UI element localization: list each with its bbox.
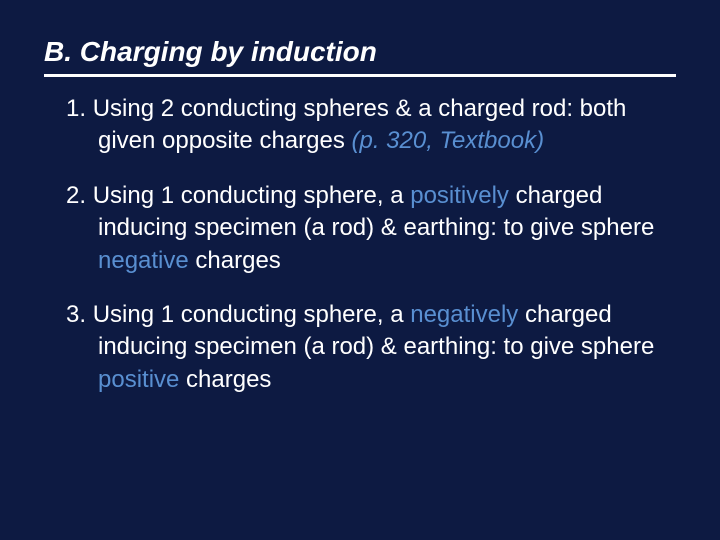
list-item: 3. Using 1 conducting sphere, a negative… xyxy=(44,299,676,396)
list-item: 2. Using 1 conducting sphere, a positive… xyxy=(44,180,676,277)
item-text: Using 1 conducting sphere, a xyxy=(93,182,411,209)
list-item: 1. Using 2 conducting spheres & a charge… xyxy=(44,93,676,158)
item-text: charges xyxy=(179,366,271,393)
keyword-negatively: negatively xyxy=(410,301,518,328)
slide: B. Charging by induction 1. Using 2 cond… xyxy=(0,0,720,540)
item-number: 1. xyxy=(66,95,86,122)
item-text: charges xyxy=(189,247,281,274)
keyword-positive: positive xyxy=(98,366,179,393)
item-text: Using 1 conducting sphere, a xyxy=(93,301,411,328)
keyword-positively: positively xyxy=(410,182,509,209)
slide-title: B. Charging by induction xyxy=(44,36,676,77)
keyword-negative: negative xyxy=(98,247,189,274)
item-number: 2. xyxy=(66,182,86,209)
item-number: 3. xyxy=(66,301,86,328)
textbook-ref: (p. 320, Textbook) xyxy=(352,127,545,154)
